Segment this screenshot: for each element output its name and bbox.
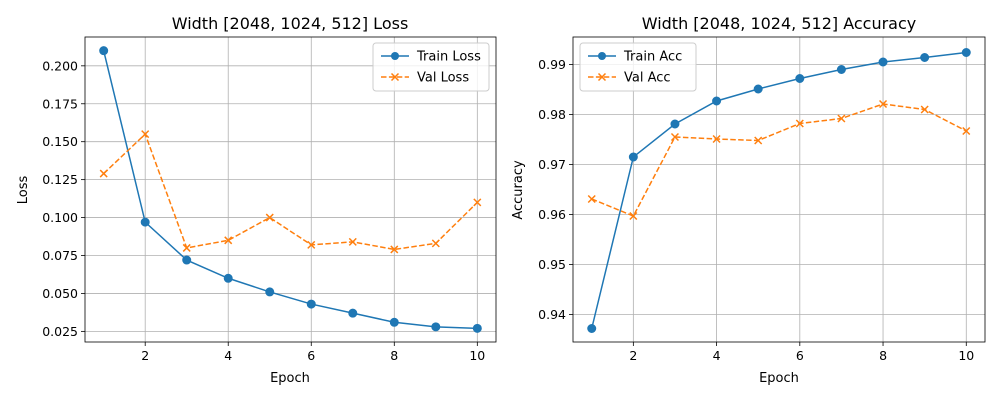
accuracy-y-tick-label: 0.97	[538, 157, 566, 172]
loss-y-tick-label: 0.125	[42, 172, 78, 187]
loss-train-loss-point	[99, 46, 109, 56]
loss-y-tick-label: 0.150	[42, 134, 78, 149]
loss-legend-train-loss-label: Train Loss	[416, 50, 481, 65]
loss-train-loss-point	[223, 273, 233, 283]
loss-train-loss-point	[265, 287, 275, 297]
accuracy-val-acc-point	[920, 105, 929, 114]
loss-chart: Width [2048, 1024, 512] Loss Epoch Loss …	[16, 14, 497, 386]
loss-train-loss-point	[431, 322, 441, 332]
accuracy-legend-val-acc-marker	[597, 72, 607, 82]
loss-chart-title: Width [2048, 1024, 512] Loss	[172, 14, 409, 33]
accuracy-legend-box	[579, 42, 697, 92]
accuracy-legend: Train Acc Val Acc	[579, 42, 697, 92]
accuracy-train-acc-point	[753, 84, 763, 94]
loss-x-tick-label: 8	[390, 348, 398, 363]
accuracy-train-acc-point	[795, 74, 805, 83]
accuracy-train-acc-point	[628, 152, 638, 162]
accuracy-x-tick-label: 4	[713, 348, 721, 363]
accuracy-x-axis-label: Epoch	[759, 371, 799, 386]
accuracy-x-tick-label: 8	[879, 348, 887, 363]
accuracy-train-acc-point	[587, 324, 597, 333]
accuracy-train-acc-point	[670, 119, 680, 129]
accuracy-y-tick-label: 0.96	[538, 207, 566, 222]
accuracy-y-tick-label: 0.94	[538, 307, 566, 322]
accuracy-train-acc-point	[961, 48, 971, 57]
loss-y-tick-label: 0.200	[42, 58, 78, 73]
loss-legend-val-loss-label: Val Loss	[417, 71, 469, 86]
accuracy-y-tick-label: 0.98	[538, 107, 566, 122]
loss-y-tick-label: 0.050	[42, 286, 78, 301]
loss-train-loss-point	[182, 255, 192, 265]
accuracy-train-acc-point	[836, 65, 846, 74]
accuracy-chart-title: Width [2048, 1024, 512] Accuracy	[642, 14, 917, 33]
loss-legend-val-loss-marker	[390, 72, 400, 82]
loss-train-loss-point	[306, 299, 316, 309]
accuracy-val-acc-point	[962, 126, 971, 136]
accuracy-x-tick-label: 10	[958, 348, 974, 363]
accuracy-val-acc-point	[629, 211, 638, 221]
accuracy-val-acc-point	[837, 114, 846, 123]
loss-val-loss-point	[224, 236, 233, 245]
loss-y-axis-label: Loss	[16, 176, 31, 205]
loss-train-loss-point	[389, 317, 399, 327]
accuracy-val-acc-line	[591, 103, 967, 217]
loss-x-tick-label: 4	[224, 348, 232, 363]
accuracy-chart: Width [2048, 1024, 512] Accuracy Epoch A…	[511, 14, 986, 386]
accuracy-val-acc-point	[879, 99, 888, 109]
accuracy-y-tick-label: 0.99	[538, 57, 566, 72]
loss-val-loss-line	[103, 132, 478, 251]
loss-x-tick-label: 2	[141, 348, 149, 363]
accuracy-val-acc-point	[712, 134, 721, 144]
accuracy-train-acc-point	[920, 53, 930, 62]
loss-legend-train-loss-marker	[391, 52, 399, 60]
loss-plot-frame	[84, 36, 497, 343]
loss-y-tick-label: 0.025	[42, 324, 78, 339]
loss-val-loss-point	[473, 198, 482, 207]
loss-val-loss-point	[141, 130, 150, 139]
accuracy-val-acc-point	[754, 136, 763, 145]
accuracy-x-tick-label: 6	[796, 348, 804, 363]
accuracy-val-acc-point	[670, 132, 679, 142]
loss-val-loss-point	[99, 169, 108, 178]
loss-x-tick-label: 6	[307, 348, 315, 363]
accuracy-legend-val-acc-label: Val Acc	[624, 71, 671, 86]
accuracy-val-acc-point	[795, 119, 804, 128]
accuracy-val-acc-point	[587, 194, 596, 204]
loss-y-tick-label: 0.100	[42, 210, 78, 225]
loss-val-loss-point	[265, 213, 274, 222]
loss-val-loss-point	[348, 237, 357, 246]
accuracy-y-tick-label: 0.95	[538, 257, 566, 272]
loss-x-axis-label: Epoch	[270, 371, 310, 386]
accuracy-train-acc-point	[712, 96, 722, 106]
accuracy-train-acc-point	[878, 57, 888, 67]
loss-val-loss-point	[307, 240, 316, 249]
loss-y-tick-label: 0.075	[42, 248, 78, 263]
loss-legend-box	[372, 42, 490, 92]
accuracy-train-acc-line	[591, 51, 967, 329]
accuracy-legend-train-acc-label: Train Acc	[623, 50, 682, 65]
loss-y-tick-label: 0.175	[42, 96, 78, 111]
accuracy-y-axis-label: Accuracy	[511, 160, 526, 220]
loss-val-loss-point	[182, 243, 191, 252]
loss-train-loss-line	[102, 50, 478, 330]
loss-val-loss-point	[390, 245, 399, 254]
loss-train-loss-point	[140, 217, 150, 227]
loss-train-loss-point	[348, 308, 358, 318]
loss-val-loss-point	[431, 239, 440, 248]
accuracy-x-tick-label: 2	[629, 348, 637, 363]
accuracy-plot-frame	[572, 36, 986, 343]
loss-legend: Train Loss Val Loss	[372, 42, 490, 92]
loss-x-tick-label: 10	[469, 348, 485, 363]
loss-train-loss-point	[472, 323, 482, 333]
accuracy-legend-train-acc-marker	[598, 52, 606, 60]
